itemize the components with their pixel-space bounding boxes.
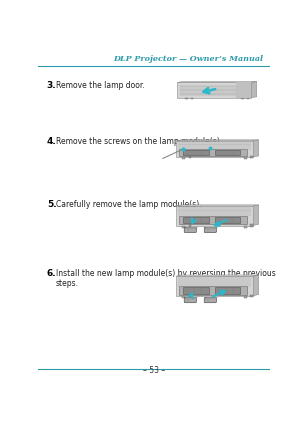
Bar bbox=[189, 156, 191, 158]
Polygon shape bbox=[251, 81, 257, 98]
Bar bbox=[236, 82, 251, 98]
Text: 6.: 6. bbox=[47, 269, 56, 278]
Text: – 53 –: – 53 – bbox=[142, 366, 165, 375]
Polygon shape bbox=[185, 227, 197, 229]
Bar bbox=[182, 296, 185, 298]
Bar bbox=[183, 217, 208, 223]
Bar bbox=[215, 217, 240, 223]
Bar bbox=[244, 157, 247, 159]
Polygon shape bbox=[253, 205, 259, 226]
Polygon shape bbox=[176, 275, 259, 276]
Bar bbox=[250, 156, 253, 158]
Polygon shape bbox=[253, 275, 259, 296]
Bar bbox=[189, 224, 191, 227]
Bar bbox=[185, 98, 188, 100]
Bar bbox=[191, 98, 194, 100]
Text: 3.: 3. bbox=[47, 81, 56, 90]
Bar bbox=[241, 98, 244, 100]
Bar bbox=[189, 295, 191, 297]
Bar bbox=[250, 295, 253, 297]
Text: Remove the lamp door.: Remove the lamp door. bbox=[56, 81, 144, 90]
Bar bbox=[176, 206, 253, 226]
Bar bbox=[182, 226, 185, 228]
Text: Carefully remove the lamp module(s).: Carefully remove the lamp module(s). bbox=[56, 200, 201, 209]
Bar bbox=[179, 286, 247, 295]
Bar bbox=[250, 224, 253, 227]
Bar bbox=[183, 287, 208, 294]
Polygon shape bbox=[177, 81, 257, 82]
Text: DLP Projector — Owner’s Manual: DLP Projector — Owner’s Manual bbox=[113, 55, 263, 63]
Text: Remove the screws on the lamp module(s).: Remove the screws on the lamp module(s). bbox=[56, 137, 222, 146]
Text: 4.: 4. bbox=[47, 137, 56, 146]
Polygon shape bbox=[176, 205, 259, 206]
FancyBboxPatch shape bbox=[204, 227, 216, 232]
FancyBboxPatch shape bbox=[184, 227, 196, 232]
Polygon shape bbox=[176, 140, 259, 141]
Bar bbox=[179, 216, 247, 224]
Text: 5.: 5. bbox=[47, 200, 56, 209]
Bar bbox=[215, 150, 240, 155]
Bar bbox=[182, 157, 185, 159]
Bar bbox=[244, 226, 247, 228]
Polygon shape bbox=[205, 227, 217, 229]
Bar bbox=[177, 82, 251, 98]
Bar bbox=[244, 296, 247, 298]
Polygon shape bbox=[253, 140, 259, 157]
Bar bbox=[179, 149, 247, 156]
Bar bbox=[247, 98, 249, 100]
Bar bbox=[183, 150, 208, 155]
Bar bbox=[176, 276, 253, 296]
Text: Install the new lamp module(s) by reversing the previous steps.: Install the new lamp module(s) by revers… bbox=[56, 269, 275, 288]
Bar bbox=[215, 287, 240, 294]
FancyBboxPatch shape bbox=[204, 298, 216, 303]
FancyBboxPatch shape bbox=[184, 298, 196, 303]
Bar bbox=[176, 141, 253, 157]
